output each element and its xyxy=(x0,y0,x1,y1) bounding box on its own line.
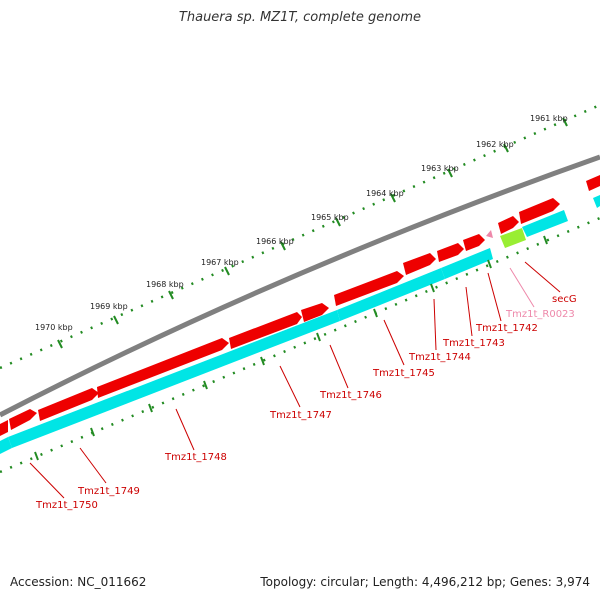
gene-label-Tmz1t_1742: Tmz1t_1742 xyxy=(475,323,538,334)
cds-arrow xyxy=(441,248,493,279)
gene-label-Tmz1t_R0023: Tmz1t_R0023 xyxy=(505,309,575,320)
leader-Tmz1t_1746 xyxy=(329,344,349,389)
leader-Tmz1t_R0023 xyxy=(509,267,535,308)
scale-labels: 1961 kbp 1962 kbp 1963 kbp 1964 kbp 1965… xyxy=(35,114,568,332)
cds-arrow xyxy=(519,198,560,224)
scale-label-1969: 1969 kbp xyxy=(90,302,128,311)
gene-label-Tmz1t_1745: Tmz1t_1745 xyxy=(372,368,435,379)
cds-arrow xyxy=(593,195,600,208)
gene-label-Tmz1t_1746: Tmz1t_1746 xyxy=(319,390,382,401)
cds-arrow xyxy=(0,420,8,436)
leader-Tmz1t_1745 xyxy=(383,319,405,366)
gene-labels: secG Tmz1t_R0023 Tmz1t_1742 Tmz1t_1743 T… xyxy=(35,294,577,511)
gene-label-Tmz1t_1747: Tmz1t_1747 xyxy=(269,410,332,421)
scale-label-1964: 1964 kbp xyxy=(366,189,404,198)
label-leaders xyxy=(29,261,561,499)
cds-arrow xyxy=(437,243,464,262)
leader-secG xyxy=(524,261,561,293)
cds-arrow xyxy=(301,303,329,322)
leader-Tmz1t_1747 xyxy=(279,365,301,408)
forward-strand-track xyxy=(0,175,600,436)
major-tick xyxy=(335,217,341,227)
gene-label-Tmz1t_1749: Tmz1t_1749 xyxy=(77,486,140,497)
minor-tick xyxy=(203,380,208,390)
cds-arrow xyxy=(586,175,600,191)
gene-label-Tmz1t_1743: Tmz1t_1743 xyxy=(442,338,505,349)
scale-label-1966: 1966 kbp xyxy=(256,237,294,246)
map-title: Thauera sp. MZ1T, complete genome xyxy=(178,10,422,25)
genome-backbone xyxy=(0,154,600,418)
cds-arrow xyxy=(38,388,99,421)
major-tick xyxy=(447,168,453,178)
reverse-strand-track xyxy=(0,195,600,454)
major-tick xyxy=(57,339,63,349)
cds-arrow xyxy=(9,409,37,430)
leader-Tmz1t_1743 xyxy=(465,286,473,337)
cds-arrow xyxy=(498,216,519,234)
major-tick xyxy=(113,315,119,325)
leader-Tmz1t_1748 xyxy=(175,408,195,451)
minor-tick xyxy=(148,403,153,413)
major-tick xyxy=(390,193,396,203)
scale-label-1961: 1961 kbp xyxy=(530,114,568,123)
cds-arrow xyxy=(403,253,436,275)
gene-label-Tmz1t_1748: Tmz1t_1748 xyxy=(164,452,227,463)
cds-arrow xyxy=(97,338,229,398)
cds-arrow xyxy=(463,234,485,251)
gene-label-Tmz1t_1744: Tmz1t_1744 xyxy=(408,352,471,363)
minor-tick xyxy=(260,356,265,366)
minor-tick xyxy=(430,283,435,293)
scale-label-1968: 1968 kbp xyxy=(146,280,184,289)
minor-tick xyxy=(90,427,95,437)
gene-label-secG: secG xyxy=(552,294,577,305)
cds-arrow xyxy=(334,271,404,306)
rna-feature xyxy=(500,228,526,248)
scale-label-1962: 1962 kbp xyxy=(476,140,514,149)
cds-arrow xyxy=(337,268,445,321)
scale-label-1970: 1970 kbp xyxy=(35,323,73,332)
major-tick xyxy=(168,290,174,300)
major-tick xyxy=(503,143,509,153)
leader-Tmz1t_1750 xyxy=(29,462,65,499)
minor-tick xyxy=(487,259,492,269)
cds-arrow xyxy=(8,310,340,448)
genome-summary-text: Topology: circular; Length: 4,496,212 bp… xyxy=(260,575,590,589)
outer-tick-ring xyxy=(0,103,600,370)
rna-small-marker xyxy=(486,230,493,238)
minor-tick xyxy=(316,332,321,342)
rna-track xyxy=(486,228,526,248)
gene-label-Tmz1t_1750: Tmz1t_1750 xyxy=(35,500,98,511)
scale-label-1967: 1967 kbp xyxy=(201,258,239,267)
cds-arrow xyxy=(522,210,568,237)
major-tick xyxy=(224,266,230,276)
scale-label-1963: 1963 kbp xyxy=(421,164,459,173)
major-tick xyxy=(280,241,286,251)
minor-tick xyxy=(373,308,378,318)
cds-arrow xyxy=(0,437,12,454)
major-tick xyxy=(562,117,568,127)
leader-Tmz1t_1742 xyxy=(487,272,502,322)
accession-text: Accession: NC_011662 xyxy=(10,575,147,589)
inner-tick-ring xyxy=(0,216,600,474)
leader-Tmz1t_1749 xyxy=(79,447,107,484)
minor-tick xyxy=(34,451,39,461)
minor-tick xyxy=(543,235,548,245)
scale-label-1965: 1965 kbp xyxy=(311,213,349,222)
cds-arrow xyxy=(229,312,302,349)
leader-Tmz1t_1744 xyxy=(433,298,437,351)
